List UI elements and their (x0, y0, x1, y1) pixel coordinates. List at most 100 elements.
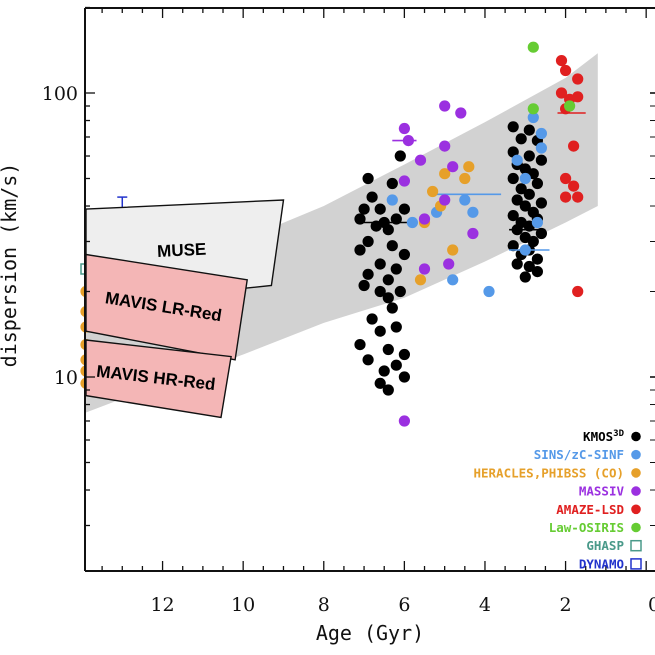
data-point (398, 203, 410, 215)
data-point (439, 100, 451, 112)
data-point (386, 194, 398, 206)
data-point (418, 263, 431, 275)
data-point (362, 268, 374, 280)
legend-item: SINS/zC-SINF (534, 447, 641, 462)
data-point (555, 87, 568, 99)
data-point (535, 142, 548, 154)
data-point (398, 175, 410, 187)
data-point (398, 248, 410, 261)
instrument-box-mavis-hr-red: MAVIS HR-Red (85, 339, 232, 419)
data-point (568, 180, 580, 192)
data-point (523, 150, 535, 162)
legend-label: Law-OSIRIS (549, 520, 624, 535)
data-point (519, 172, 531, 185)
data-point (390, 263, 402, 275)
legend-item: AMAZE-LSD (556, 502, 641, 517)
legend-label: DYNAMO (579, 556, 624, 571)
legend-item: DYNAMO (579, 556, 642, 571)
legend-label: SINS/zC-SINF (534, 447, 624, 462)
data-point (439, 168, 451, 180)
legend-marker (630, 558, 642, 570)
x-tick-label: 8 (318, 594, 330, 616)
axes-layer: 12 10 8 6 4 2 0 10 100 Age (Gyr) dispersion (km/s) (0, 6, 655, 645)
legend-item: HERACLES,PHIBSS (CO) (473, 465, 641, 480)
x-tick-label: 4 (479, 594, 491, 616)
data-point (507, 121, 519, 133)
x-tick-label: 2 (560, 594, 572, 616)
x-axis-title: Age (Gyr) (316, 621, 424, 645)
data-point (560, 172, 572, 185)
series-amaze-lsd (555, 55, 586, 298)
data-point (447, 274, 459, 286)
legend-label: HERACLES,PHIBSS (CO) (473, 465, 624, 480)
data-point (560, 191, 572, 203)
data-point (459, 172, 471, 185)
data-point (447, 244, 459, 256)
data-point (507, 172, 519, 185)
legend-label: GHASP (586, 538, 624, 553)
data-point (455, 107, 467, 119)
data-point (572, 91, 584, 103)
data-point (515, 183, 527, 195)
data-point (447, 161, 459, 173)
data-point (398, 415, 410, 427)
data-point (523, 188, 535, 200)
data-point (535, 154, 548, 166)
data-point (362, 172, 374, 185)
data-point (535, 127, 548, 140)
data-point (531, 177, 544, 190)
data-point (531, 216, 544, 229)
legend-item: KMOS3D (583, 429, 641, 444)
instrument-box-mavis-lr-red: MAVIS LR-Red (85, 253, 248, 361)
data-point (527, 235, 539, 248)
data-point (560, 64, 572, 77)
data-point (467, 206, 479, 218)
data-point (398, 348, 410, 361)
data-point (414, 154, 427, 166)
legend-marker (630, 539, 642, 552)
data-point (394, 150, 406, 162)
x-tick-label: 6 (398, 594, 410, 616)
data-point (427, 185, 439, 198)
data-point (523, 124, 535, 136)
data-point (511, 154, 523, 166)
data-point (568, 140, 580, 152)
data-point (511, 258, 523, 270)
data-point (362, 354, 374, 366)
legend-label: KMOS3D (583, 429, 625, 444)
x-tick-label: 12 (150, 594, 174, 616)
data-point (406, 216, 418, 229)
data-point (527, 103, 539, 115)
data-point (382, 224, 394, 236)
legend-marker (631, 431, 641, 442)
data-point (386, 240, 398, 252)
data-point (362, 235, 374, 248)
data-point (527, 41, 539, 53)
data-point (374, 377, 386, 389)
data-point (374, 325, 386, 337)
data-point (366, 313, 378, 325)
data-point (531, 266, 544, 278)
data-point (507, 210, 519, 222)
data-point (398, 371, 410, 383)
data-point (386, 177, 398, 190)
legend-marker (631, 449, 641, 460)
data-point (378, 365, 390, 377)
data-point (374, 285, 386, 298)
data-point (535, 197, 548, 209)
legend-label: AMAZE-LSD (556, 502, 624, 517)
series-law-osiris (527, 41, 576, 115)
y-tick-label: 10 (54, 367, 78, 389)
data-point (572, 191, 584, 203)
x-tick-label: 10 (231, 594, 255, 616)
legend-item: Law-OSIRIS (549, 520, 641, 535)
legend-marker (631, 468, 641, 478)
data-point (386, 302, 398, 314)
data-point (443, 258, 455, 270)
data-point (439, 140, 451, 152)
data-point (459, 194, 471, 206)
series-massiv (392, 100, 479, 427)
legend-item: GHASP (586, 538, 642, 553)
